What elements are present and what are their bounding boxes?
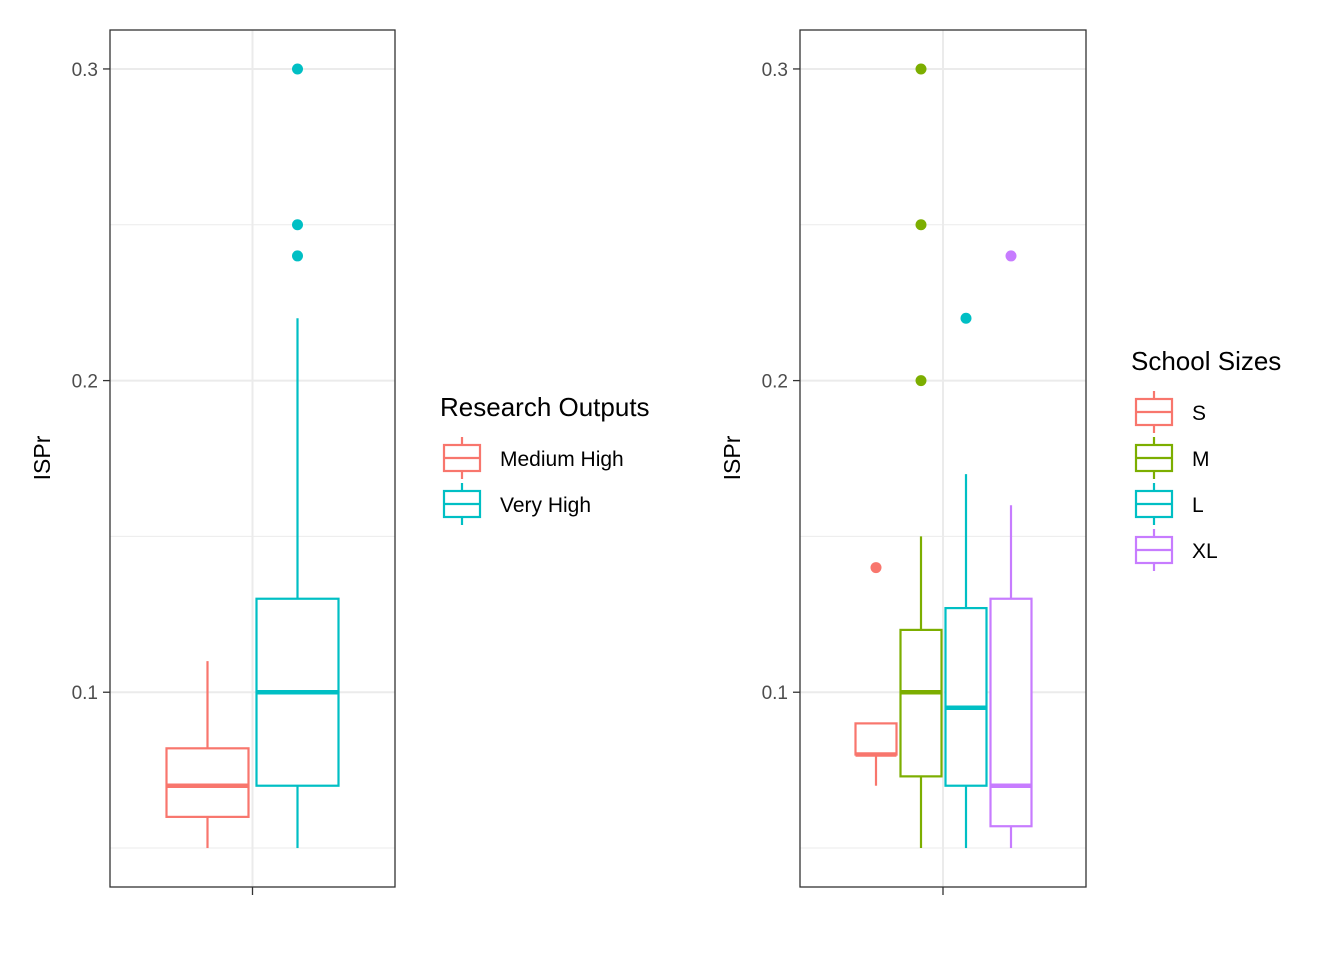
- panel-1-y-axis-title: ISPr: [29, 435, 55, 480]
- legend-entry: S: [1134, 391, 1206, 433]
- legend-research-outputs-title: Research Outputs: [440, 392, 650, 422]
- legend-label: Medium High: [500, 448, 624, 471]
- outlier-point: [915, 219, 927, 231]
- panel-1-gridlines: [110, 30, 395, 887]
- legend-entry: Medium High: [442, 437, 624, 479]
- legend-school-sizes: School Sizes SML XL: [1131, 346, 1281, 571]
- outlier-point: [292, 63, 303, 75]
- legend-key-medium-high: [442, 437, 482, 479]
- panel-1-boxes: [165, 63, 340, 849]
- outlier-point: [870, 562, 882, 574]
- panel-1-y-tick-label: 0.2: [72, 372, 98, 393]
- legend-key-xl: [1134, 529, 1174, 571]
- legend-entry: L: [1134, 483, 1204, 525]
- legend-entry: Very High: [442, 483, 591, 525]
- box-l: [944, 312, 988, 849]
- outlier-point: [960, 312, 972, 324]
- panel-research-outputs: 0.1 0.2 0.3 ISPr Research Outputs Medium H…: [29, 29, 650, 895]
- interquartile-box: [165, 747, 250, 818]
- box-xl: [989, 250, 1033, 849]
- panel-2-y-tick-label: 0.3: [762, 60, 788, 81]
- interquartile-box: [989, 597, 1033, 828]
- panel-1-y-axis: 0.1 0.2 0.3: [72, 60, 110, 704]
- legend-entry: XL: [1134, 529, 1218, 571]
- box-medium-high: [165, 661, 250, 849]
- box-s: [854, 562, 898, 786]
- box-very-high: [255, 63, 340, 849]
- interquartile-box: [944, 606, 988, 787]
- outlier-point: [1005, 250, 1017, 262]
- panel-2-boxes: [854, 63, 1033, 849]
- panel-1-y-tick-label: 0.3: [72, 60, 98, 81]
- legend-label: M: [1192, 448, 1210, 471]
- legend-research-outputs: Research Outputs Medium High Very High: [440, 392, 650, 525]
- outlier-point: [292, 250, 303, 262]
- outlier-point: [915, 375, 927, 387]
- legend-label: L: [1192, 494, 1204, 517]
- interquartile-box: [854, 722, 898, 756]
- outlier-point: [915, 63, 927, 75]
- panel-school-sizes: 0.1 0.2 0.3 ISPr School Sizes SML XL: [719, 29, 1281, 895]
- panel-2-y-axis-title: ISPr: [719, 435, 745, 480]
- panel-2-y-axis: 0.1 0.2 0.3: [762, 60, 800, 704]
- legend-label: XL: [1192, 540, 1218, 563]
- legend-entry: M: [1134, 437, 1210, 479]
- legend-key-very-high: [442, 483, 482, 525]
- panel-2-y-tick-label: 0.1: [762, 683, 788, 704]
- legend-key-m: [1134, 437, 1174, 479]
- panel-2-y-tick-label: 0.2: [762, 372, 788, 393]
- panel-2-gridlines: [800, 30, 1086, 887]
- box-m: [899, 63, 943, 849]
- legend-label: Very High: [500, 494, 591, 517]
- panel-1-y-tick-label: 0.1: [72, 683, 98, 704]
- legend-key-s: [1134, 391, 1174, 433]
- interquartile-box: [899, 628, 943, 778]
- legend-label: S: [1192, 402, 1206, 425]
- legend-key-l: [1134, 483, 1174, 525]
- outlier-point: [292, 219, 303, 231]
- legend-school-sizes-title: School Sizes: [1131, 346, 1281, 376]
